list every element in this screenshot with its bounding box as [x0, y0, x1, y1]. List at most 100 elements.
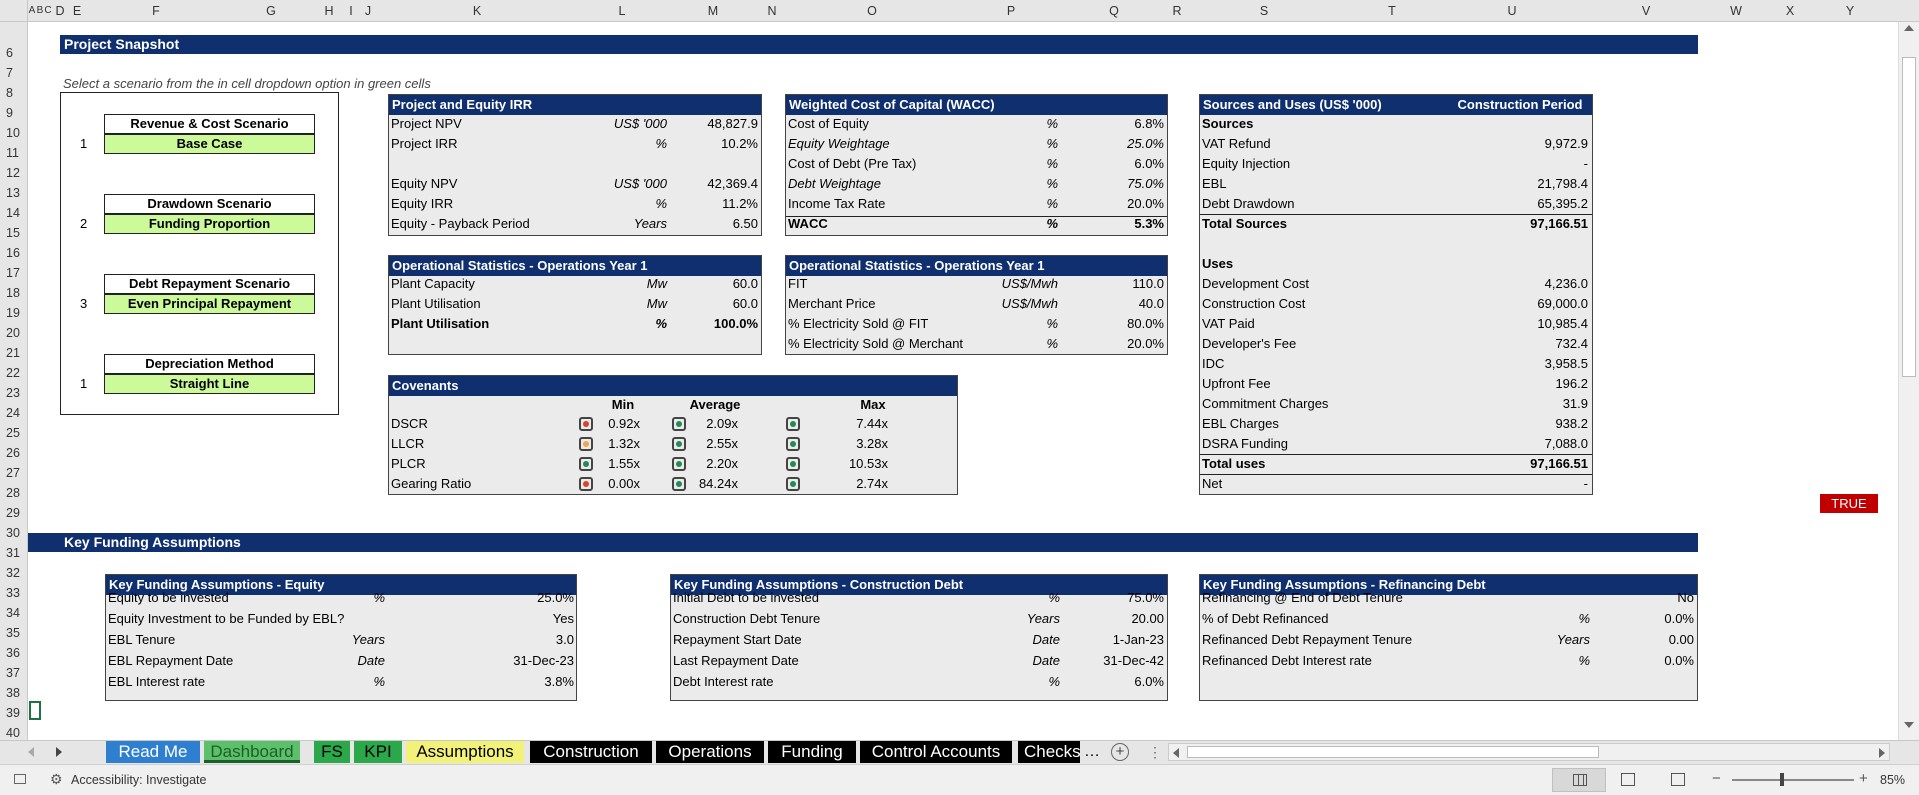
row-header-36[interactable]: 36 — [6, 646, 20, 660]
next-sheet-icon[interactable] — [56, 747, 62, 757]
column-header-e[interactable]: E — [72, 4, 82, 18]
column-header-n[interactable]: N — [767, 4, 777, 18]
sheet-tab-fs[interactable]: FS — [314, 741, 350, 763]
column-header-q[interactable]: Q — [1109, 4, 1119, 18]
scenario-value-dropdown-1[interactable]: Base Case — [104, 134, 315, 154]
column-header-f[interactable]: F — [152, 4, 160, 18]
sheet-tab-assumptions[interactable]: Assumptions — [406, 741, 524, 763]
accessibility-status[interactable]: Accessibility: Investigate — [71, 773, 207, 787]
column-header-x[interactable]: X — [1785, 4, 1795, 18]
tab-splitter-handle[interactable]: ⋮ — [1148, 744, 1162, 760]
column-header-b[interactable]: B — [36, 5, 44, 16]
horizontal-scroll-thumb[interactable] — [1187, 746, 1599, 758]
column-header-p[interactable]: P — [1006, 4, 1016, 18]
page-break-view-icon[interactable] — [1671, 773, 1685, 786]
zoom-in-button[interactable]: + — [1859, 770, 1868, 787]
column-header-d[interactable]: D — [55, 4, 65, 18]
column-header-c[interactable]: C — [44, 5, 52, 16]
row-header-23[interactable]: 23 — [6, 386, 20, 400]
true-flag-cell[interactable]: TRUE — [1820, 494, 1878, 513]
column-header-s[interactable]: S — [1259, 4, 1269, 18]
scroll-down-arrow[interactable] — [1904, 722, 1914, 728]
row-header-6[interactable]: 6 — [6, 46, 13, 60]
vertical-scrollbar[interactable] — [1898, 22, 1919, 740]
sheet-tab-control-accounts[interactable]: Control Accounts — [860, 741, 1012, 763]
add-sheet-icon[interactable]: + — [1111, 743, 1129, 761]
column-header-h[interactable]: H — [324, 4, 334, 18]
row-header-37[interactable]: 37 — [6, 666, 20, 680]
accessibility-icon[interactable]: ⚙ — [50, 771, 63, 787]
row-header-22[interactable]: 22 — [6, 366, 20, 380]
zoom-level[interactable]: 85% — [1880, 773, 1906, 787]
row-header-14[interactable]: 14 — [6, 206, 20, 220]
row-header-24[interactable]: 24 — [6, 406, 20, 420]
row-header-15[interactable]: 15 — [6, 226, 20, 240]
column-header-r[interactable]: R — [1172, 4, 1182, 18]
scenario-value-dropdown-3[interactable]: Even Principal Repayment — [104, 294, 315, 314]
horizontal-scrollbar[interactable] — [1168, 743, 1890, 761]
row-header-28[interactable]: 28 — [6, 486, 20, 500]
row-header-39[interactable]: 39 — [6, 706, 20, 720]
column-header-a[interactable]: A — [28, 5, 36, 16]
row-header-21[interactable]: 21 — [6, 346, 20, 360]
scenario-value-dropdown-2[interactable]: Funding Proportion — [104, 214, 315, 234]
scenario-value-dropdown-4[interactable]: Straight Line — [104, 374, 315, 394]
row-header-16[interactable]: 16 — [6, 246, 20, 260]
row-header-20[interactable]: 20 — [6, 326, 20, 340]
row-header-9[interactable]: 9 — [6, 106, 13, 120]
zoom-out-button[interactable]: − — [1712, 770, 1721, 787]
row-header-18[interactable]: 18 — [6, 286, 20, 300]
normal-view-icon[interactable] — [1552, 768, 1606, 792]
row-header-30[interactable]: 30 — [6, 526, 20, 540]
column-header-g[interactable]: G — [266, 4, 276, 18]
sheet-tab-operations[interactable]: Operations — [656, 741, 764, 763]
row-header-29[interactable]: 29 — [6, 506, 20, 520]
row-header-33[interactable]: 33 — [6, 586, 20, 600]
column-header-k[interactable]: K — [472, 4, 482, 18]
column-header-o[interactable]: O — [867, 4, 877, 18]
zoom-slider-thumb[interactable] — [1780, 773, 1784, 786]
select-all-corner[interactable] — [0, 0, 28, 22]
more-sheets-icon[interactable]: … — [1084, 743, 1100, 760]
sheet-tab-construction[interactable]: Construction — [530, 741, 652, 763]
prev-sheet-icon[interactable] — [28, 747, 34, 757]
row-header-7[interactable]: 7 — [6, 66, 13, 80]
row-header-34[interactable]: 34 — [6, 606, 20, 620]
column-header-u[interactable]: U — [1507, 4, 1517, 18]
column-header-v[interactable]: V — [1641, 4, 1651, 18]
row-header-32[interactable]: 32 — [6, 566, 20, 580]
column-header-i[interactable]: I — [349, 4, 353, 18]
row-header-31[interactable]: 31 — [6, 546, 20, 560]
row-header-11[interactable]: 11 — [6, 146, 19, 160]
sheet-tab-checks[interactable]: Checks — [1018, 741, 1080, 763]
sheet-tab-read-me[interactable]: Read Me — [106, 741, 200, 763]
active-cell[interactable] — [29, 701, 41, 720]
sheet-tab-funding[interactable]: Funding — [768, 741, 856, 763]
h-scroll-left-arrow[interactable] — [1173, 748, 1179, 758]
sheet-tab-kpi[interactable]: KPI — [354, 741, 402, 763]
row-header-19[interactable]: 19 — [6, 306, 20, 320]
column-header-m[interactable]: M — [707, 4, 719, 18]
column-header-l[interactable]: L — [618, 4, 626, 18]
row-header-25[interactable]: 25 — [6, 426, 20, 440]
zoom-slider[interactable] — [1732, 773, 1854, 786]
page-layout-view-icon[interactable] — [1621, 773, 1635, 786]
row-header-35[interactable]: 35 — [6, 626, 20, 640]
row-header-17[interactable]: 17 — [6, 266, 20, 280]
vertical-scroll-thumb[interactable] — [1902, 57, 1916, 377]
column-header-t[interactable]: T — [1388, 4, 1396, 18]
row-header-13[interactable]: 13 — [6, 186, 20, 200]
row-header-12[interactable]: 12 — [6, 166, 20, 180]
sheet-tab-dashboard[interactable]: Dashboard — [204, 741, 300, 763]
row-header-26[interactable]: 26 — [6, 446, 20, 460]
row-header-27[interactable]: 27 — [6, 466, 20, 480]
row-header-38[interactable]: 38 — [6, 686, 20, 700]
column-header-y[interactable]: Y — [1845, 4, 1855, 18]
row-header-8[interactable]: 8 — [6, 86, 13, 100]
column-header-j[interactable]: J — [364, 4, 372, 18]
row-header-10[interactable]: 10 — [6, 126, 20, 140]
row-header-40[interactable]: 40 — [6, 726, 20, 740]
column-header-w[interactable]: W — [1730, 4, 1742, 18]
scroll-up-arrow[interactable] — [1904, 25, 1914, 31]
h-scroll-right-arrow[interactable] — [1879, 748, 1885, 758]
